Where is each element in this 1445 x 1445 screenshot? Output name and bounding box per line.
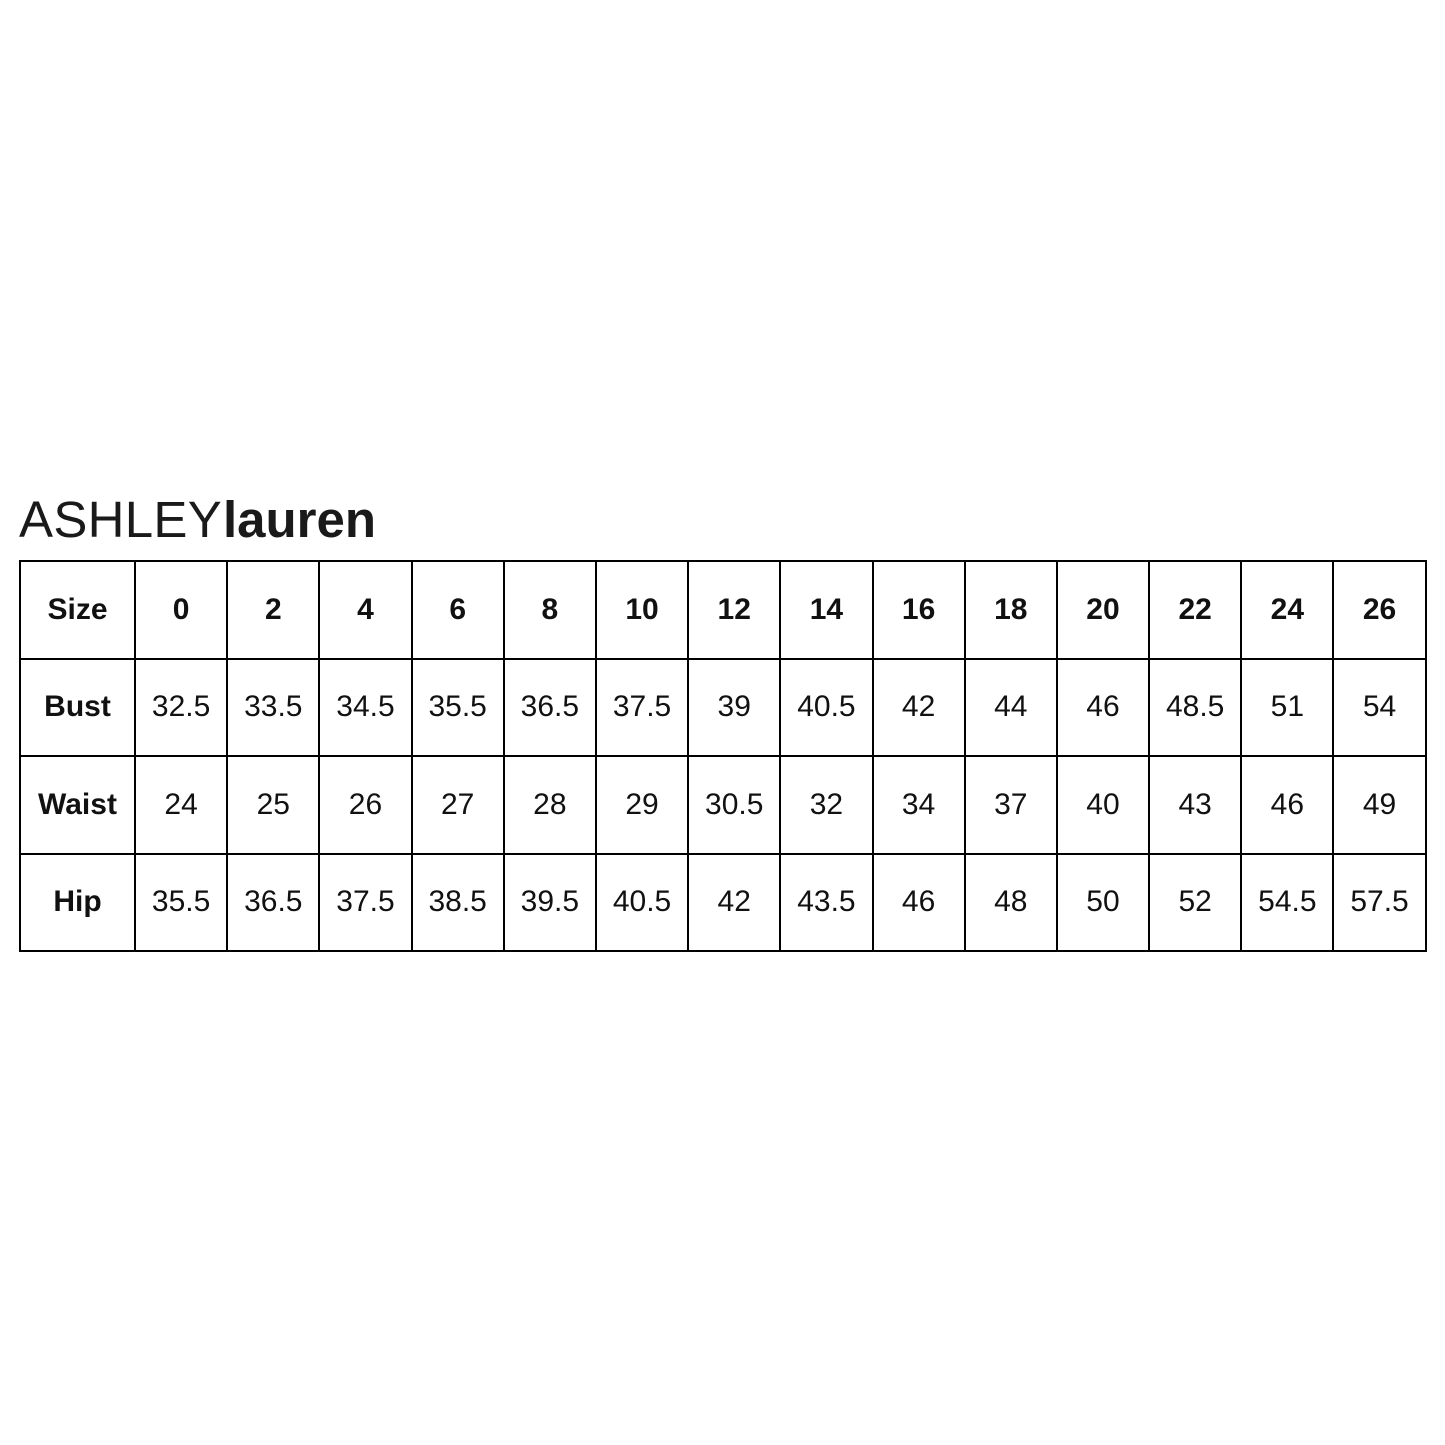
svg-text:ASHLEY: ASHLEY bbox=[19, 492, 222, 548]
svg-text:lauren: lauren bbox=[223, 492, 376, 548]
